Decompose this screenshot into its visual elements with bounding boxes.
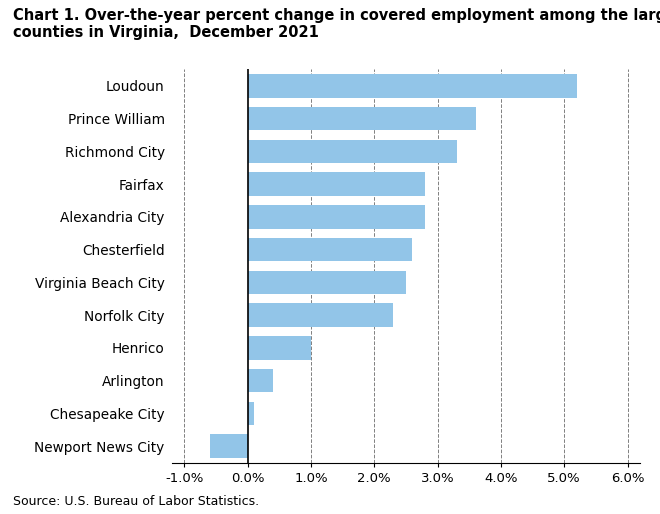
Bar [248,303,393,327]
Bar [248,401,254,425]
Bar [210,434,248,458]
Bar [248,205,425,229]
Bar [248,74,577,98]
Bar [248,107,476,131]
Text: counties in Virginia,  December 2021: counties in Virginia, December 2021 [13,25,319,40]
Text: Source: U.S. Bureau of Labor Statistics.: Source: U.S. Bureau of Labor Statistics. [13,495,259,508]
Bar [248,270,406,294]
Bar [248,369,273,393]
Bar [248,172,425,196]
Text: Chart 1. Over-the-year percent change in covered employment among the largest: Chart 1. Over-the-year percent change in… [13,8,660,23]
Bar [248,336,311,360]
Bar [248,238,412,262]
Bar [248,139,457,163]
